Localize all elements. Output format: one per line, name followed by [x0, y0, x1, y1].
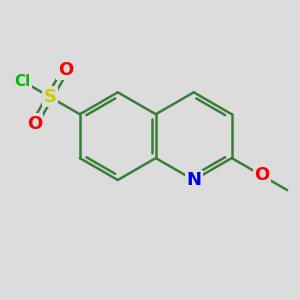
Text: O: O: [58, 61, 73, 79]
Text: Cl: Cl: [15, 74, 31, 89]
Text: O: O: [254, 167, 269, 184]
Text: S: S: [43, 88, 56, 106]
Text: N: N: [186, 171, 201, 189]
Text: O: O: [27, 115, 42, 133]
